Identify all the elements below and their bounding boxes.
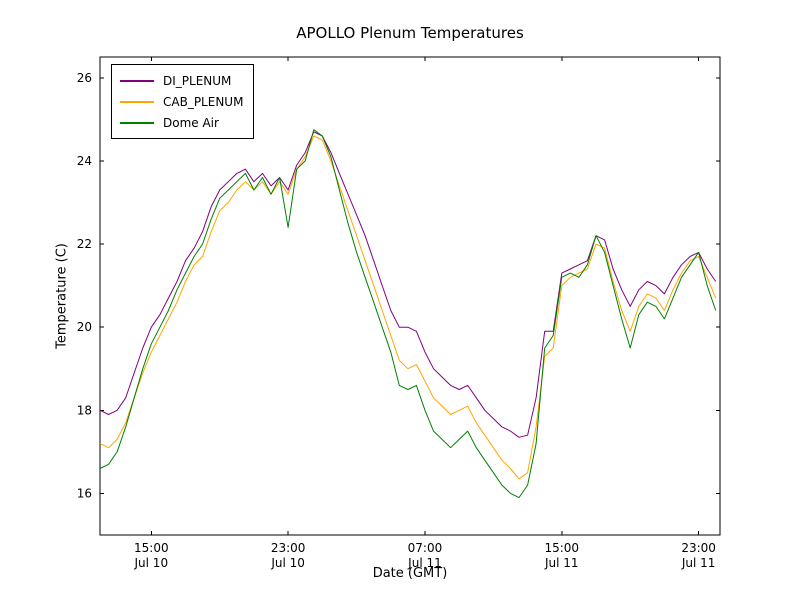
legend-label: CAB_PLENUM <box>163 94 244 109</box>
x-axis-label: Date (GMT) <box>372 566 448 581</box>
chart-title: APOLLO Plenum Temperatures <box>296 24 524 42</box>
legend-item: Dome Air <box>120 112 243 133</box>
legend-swatch <box>120 100 154 103</box>
svg-text:22: 22 <box>77 237 92 251</box>
legend-label: Dome Air <box>163 115 219 130</box>
svg-text:Jul 11: Jul 11 <box>544 556 579 570</box>
svg-text:23:00: 23:00 <box>271 541 306 555</box>
svg-text:07:00: 07:00 <box>408 541 443 555</box>
legend-swatch <box>120 121 154 124</box>
legend-item: CAB_PLENUM <box>120 91 243 112</box>
legend-label: DI_PLENUM <box>163 73 232 88</box>
svg-text:18: 18 <box>77 403 92 417</box>
svg-text:Jul 10: Jul 10 <box>134 556 169 570</box>
svg-text:Jul 11: Jul 11 <box>681 556 716 570</box>
svg-text:15:00: 15:00 <box>544 541 579 555</box>
svg-text:Jul 11: Jul 11 <box>407 556 442 570</box>
legend-swatch <box>120 79 154 82</box>
y-axis-label: Temperature (C) <box>54 243 70 349</box>
svg-text:16: 16 <box>77 486 92 500</box>
svg-text:23:00: 23:00 <box>681 541 716 555</box>
svg-text:24: 24 <box>77 154 92 168</box>
legend: DI_PLENUM CAB_PLENUM Dome Air <box>111 64 255 139</box>
legend-item: DI_PLENUM <box>120 70 243 91</box>
svg-text:15:00: 15:00 <box>134 541 169 555</box>
svg-text:20: 20 <box>77 320 92 334</box>
svg-text:26: 26 <box>77 71 92 85</box>
svg-text:Jul 10: Jul 10 <box>270 556 305 570</box>
